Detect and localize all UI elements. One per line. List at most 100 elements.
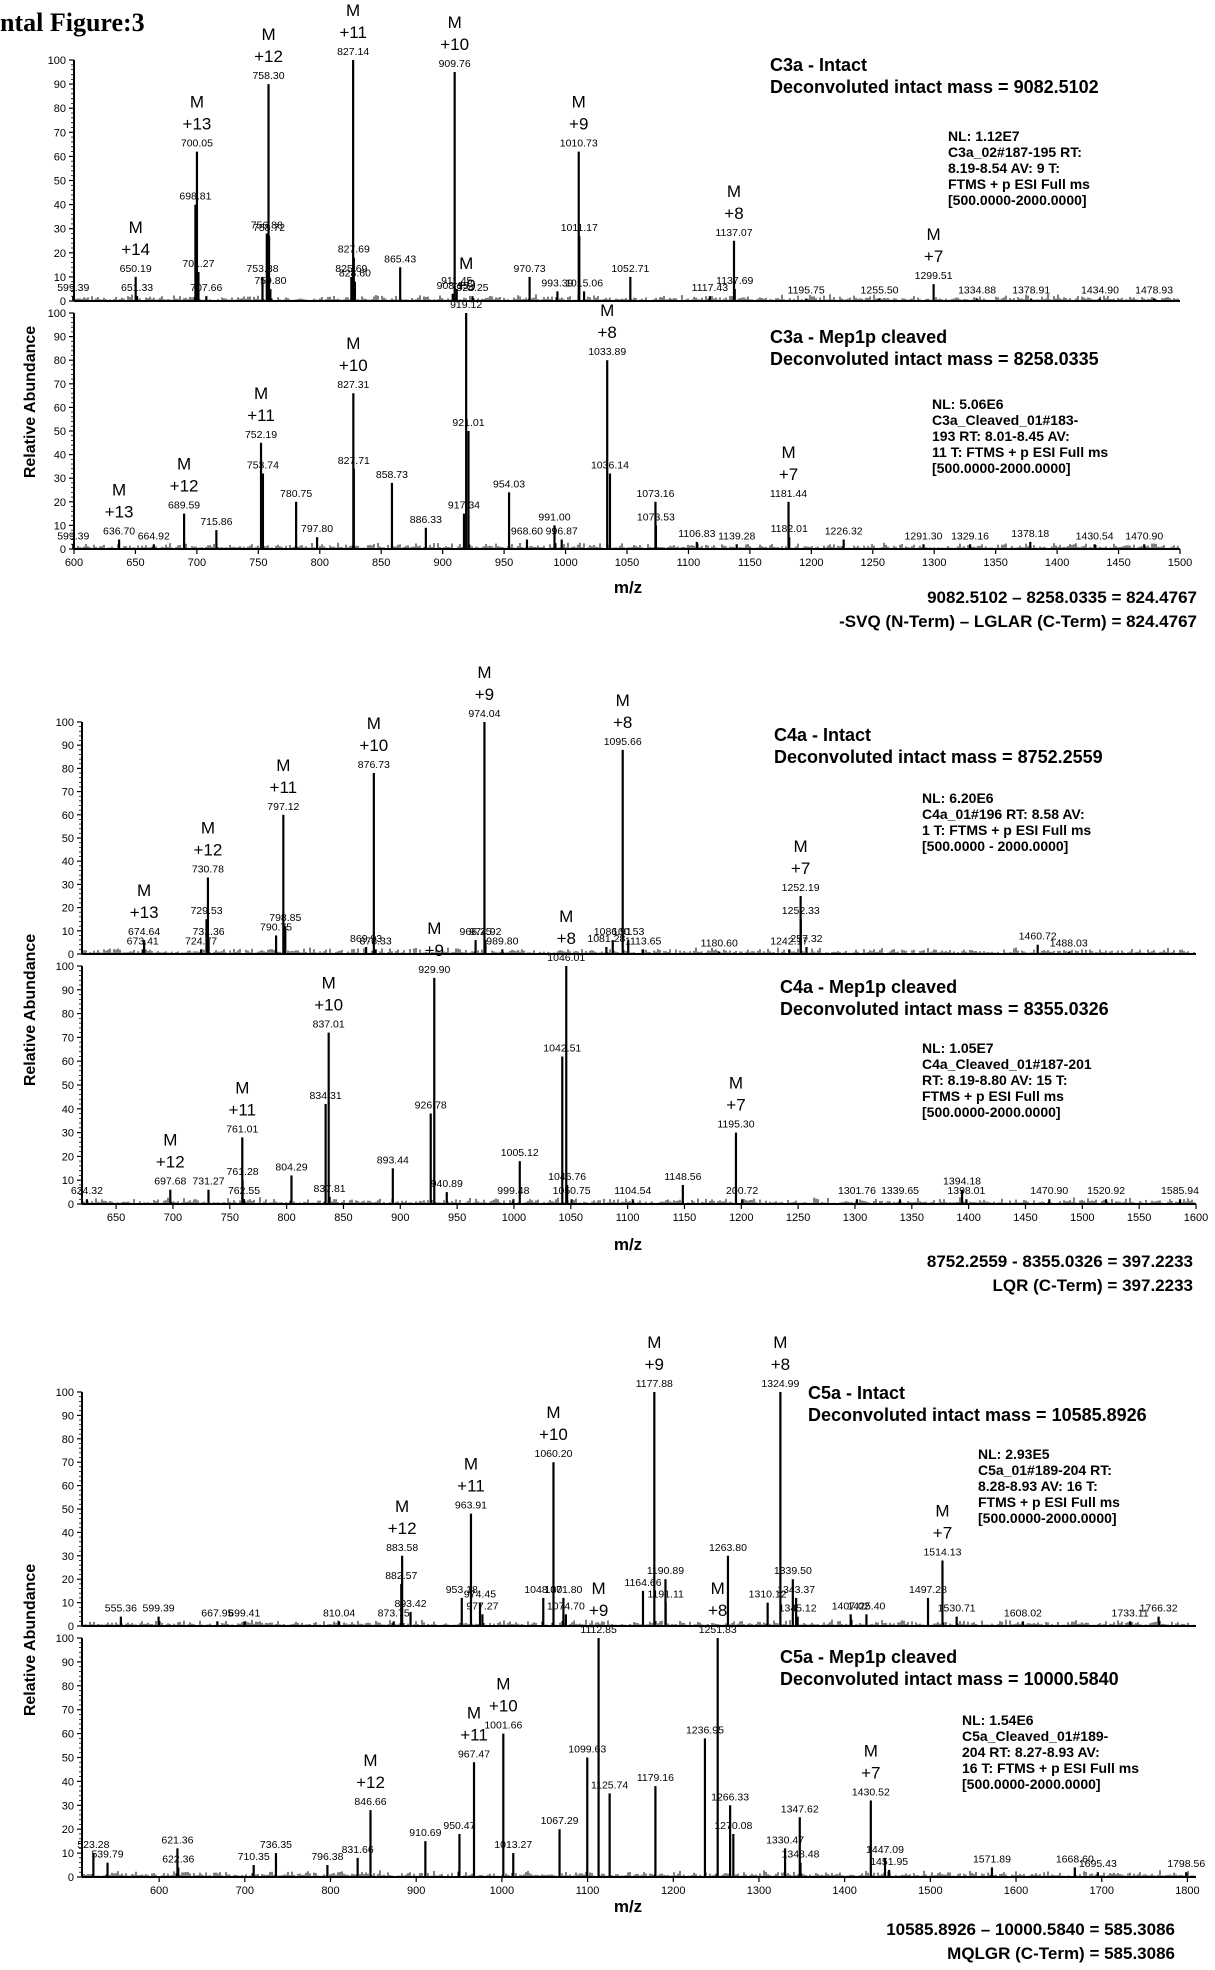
peak-label: 873.75 xyxy=(378,1607,410,1619)
y-tick-label: 100 xyxy=(56,1387,74,1399)
y-tick-label: 60 xyxy=(62,1481,74,1493)
peak-label: 1608.02 xyxy=(1004,1607,1042,1619)
peak-label: 523.28 xyxy=(77,1839,109,1851)
charge-state-label: M xyxy=(729,1074,743,1093)
peak-label: 929.90 xyxy=(418,964,450,976)
peak-label: 1478.93 xyxy=(1135,285,1173,297)
charge-state-label: M xyxy=(448,13,462,32)
peak-label: 1695.43 xyxy=(1079,1858,1117,1870)
charge-state-label: +12 xyxy=(388,1519,417,1538)
charge-state-label: M xyxy=(864,1742,878,1761)
charge-state-label: +10 xyxy=(489,1697,518,1716)
peak-label: 699.41 xyxy=(228,1607,260,1619)
y-tick-label: 90 xyxy=(62,1657,74,1669)
peak-label: 1330.47 xyxy=(766,1834,804,1846)
peak-label: 1106.83 xyxy=(678,528,715,540)
y-tick-label: 80 xyxy=(62,1434,74,1446)
peak-label: 876.73 xyxy=(358,759,390,771)
peak-label: 991.00 xyxy=(538,511,570,523)
peak-label: 1310.12 xyxy=(749,1589,787,1601)
x-tick-label: 1100 xyxy=(576,1885,600,1897)
scan-info-line: NL: 2.93E5 xyxy=(978,1446,1050,1462)
peak-label: 753.38 xyxy=(246,263,278,275)
peak-label: 697.68 xyxy=(154,1176,186,1188)
x-tick-label: 1500 xyxy=(918,1885,942,1897)
scan-info-line: NL: 6.20E6 xyxy=(922,790,994,806)
charge-state-label: M xyxy=(477,663,491,682)
y-tick-label: 10 xyxy=(62,1175,74,1187)
charge-state-label: M xyxy=(600,301,614,320)
y-tick-label: 20 xyxy=(62,1574,74,1586)
x-tick-label: 1000 xyxy=(553,557,577,569)
charge-state-label: +13 xyxy=(105,503,134,522)
peak-label: 729.53 xyxy=(190,905,222,917)
peak-label: 1299.51 xyxy=(915,270,953,282)
peak-label: 1113.65 xyxy=(625,935,662,947)
mass-difference-line: 9082.5102 – 8258.0335 = 824.4767 xyxy=(927,588,1197,607)
x-tick-label: 1800 xyxy=(1175,1885,1199,1897)
peak-label: 993.39 xyxy=(541,277,573,289)
y-tick-label: 80 xyxy=(54,103,66,115)
charge-state-label: M xyxy=(935,1501,949,1520)
scan-info-line: 204 RT: 8.27-8.93 AV: xyxy=(962,1744,1100,1760)
scan-info-line: NL: 5.06E6 xyxy=(932,396,1004,412)
charge-state-label: M xyxy=(647,1333,661,1352)
peak-label: 1447.09 xyxy=(866,1844,904,1856)
peak-label: 724.77 xyxy=(185,935,217,947)
baseline-noise xyxy=(75,542,1179,549)
peak-label: 1530.71 xyxy=(938,1603,976,1615)
y-tick-label: 0 xyxy=(60,296,66,308)
x-tick-label: 1200 xyxy=(799,557,823,569)
y-tick-label: 40 xyxy=(54,200,66,212)
charge-state-label: M xyxy=(496,1675,510,1694)
charge-state-label: M xyxy=(235,1078,249,1097)
y-tick-label: 60 xyxy=(62,810,74,822)
peak-label: 1339.50 xyxy=(774,1565,812,1577)
baseline-noise xyxy=(83,1197,1195,1204)
peak-label: 865.43 xyxy=(384,253,416,265)
scan-info-line: [500.0000 - 2000.0000] xyxy=(922,838,1069,854)
x-tick-label: 1000 xyxy=(502,1212,526,1224)
charge-state-label: +9 xyxy=(425,941,444,960)
charge-state-label: M xyxy=(711,1579,725,1598)
y-tick-label: 30 xyxy=(62,879,74,891)
peak-label: 837.81 xyxy=(314,1183,346,1195)
peak-label: 977.27 xyxy=(466,1600,498,1612)
peak-label: 1112.85 xyxy=(580,1624,617,1636)
x-tick-label: 1400 xyxy=(832,1885,856,1897)
x-tick-label: 650 xyxy=(107,1212,125,1224)
peak-label: 1182.01 xyxy=(771,523,808,535)
peak-label: 970.73 xyxy=(514,263,546,275)
charge-state-label: +8 xyxy=(771,1355,790,1374)
peak-label: 1798.56 xyxy=(1167,1858,1205,1870)
y-tick-label: 100 xyxy=(56,717,74,729)
peak-label: 966.25 xyxy=(460,926,492,938)
peak-label: 1345.12 xyxy=(779,1603,817,1615)
y-tick-label: 30 xyxy=(54,473,66,485)
peak-label: 1010.73 xyxy=(560,138,598,150)
peak-label: 700.05 xyxy=(181,138,213,150)
mass-difference-note: 8752.2559 - 8355.0326 = 397.2233 LQR (C-… xyxy=(927,1250,1193,1298)
peak-label: 762.55 xyxy=(228,1185,260,1197)
peak-label: 1329.16 xyxy=(951,530,989,542)
peak-label: 827.69 xyxy=(338,244,370,256)
x-axis-title: m/z xyxy=(614,1897,642,1916)
peak-label: 869.93 xyxy=(350,933,382,945)
peak-label: 963.91 xyxy=(455,1500,487,1512)
y-tick-label: 0 xyxy=(68,1872,74,1884)
peak-label: 1191.11 xyxy=(647,1589,684,1601)
charge-state-label: +8 xyxy=(613,713,632,732)
y-tick-label: 90 xyxy=(54,332,66,344)
mass-difference-line: 10585.8926 – 10000.5840 = 585.3086 xyxy=(886,1920,1175,1939)
peak-label: 893.42 xyxy=(394,1598,426,1610)
x-tick-label: 1350 xyxy=(900,1212,924,1224)
x-tick-label: 1200 xyxy=(729,1212,753,1224)
y-tick-label: 100 xyxy=(48,55,66,67)
x-tick-label: 1700 xyxy=(1089,1885,1113,1897)
peak-label: 1514.13 xyxy=(923,1546,961,1558)
peak-label: 731.27 xyxy=(192,1176,224,1188)
charge-state-label: M xyxy=(546,1403,560,1422)
peak-label: 893.44 xyxy=(377,1154,409,1166)
y-tick-label: 90 xyxy=(54,79,66,91)
peak-label: 1291.30 xyxy=(905,530,943,542)
